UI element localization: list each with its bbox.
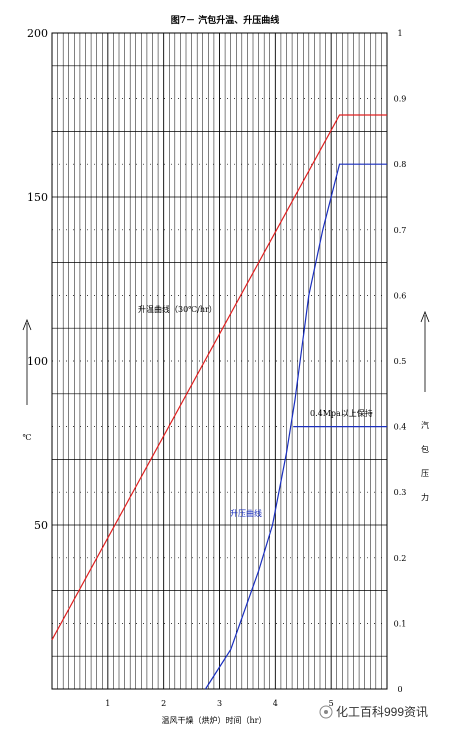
temp-curve-label: 升温曲线（30℃/hr） (138, 304, 217, 314)
x-tick-label: 4 (273, 699, 278, 708)
y-left-tick-label: 200 (27, 27, 48, 40)
watermark: 化工百科999资讯 (319, 705, 428, 719)
left-axis-unit: ℃ (23, 433, 32, 442)
wechat-icon-dot (324, 710, 328, 714)
y-right-tick-label: 0.6 (394, 291, 407, 300)
right-axis-title-char: 力 (421, 492, 429, 502)
series-line-2 (204, 163, 387, 690)
series-layer (51, 114, 387, 690)
y-right-tick-label: 0.3 (394, 488, 407, 497)
y-left-tick-label: 100 (27, 355, 48, 368)
series-line-1 (51, 114, 387, 641)
axes (51, 32, 388, 690)
chart-title: 图7－ 汽包升温、升压曲线 (171, 14, 279, 26)
pressure-curve-label: 升压曲线 (230, 508, 262, 518)
x-tick-label: 2 (161, 699, 166, 708)
right-axis-title-char: 汽 (421, 420, 429, 430)
left-axis-label: ℃ (22, 318, 32, 442)
x-tick-label: 1 (105, 699, 110, 708)
y-right-tick-label: 0.8 (394, 160, 407, 169)
right-axis-title: 汽包压力 (421, 420, 429, 502)
x-tick-label: 3 (217, 699, 222, 708)
wechat-icon (319, 705, 333, 719)
right-axis-arrowhead (420, 310, 430, 323)
y-right-tick-label: 0.9 (394, 95, 407, 104)
left-axis-arrowhead (22, 318, 32, 331)
right-axis-title-char: 压 (421, 469, 429, 478)
x-tick-label: 5 (329, 699, 334, 708)
grid (52, 33, 387, 689)
y-right-tick-label: 0.7 (394, 226, 407, 235)
hold-note-label: 0.4Mpa以上保持 (310, 408, 373, 418)
tick-labels: 1 2 3 4 5 200 150 100 50 1 0.9 0.8 0.7 0.6 0.5 0.4 0.3 0.… (27, 27, 406, 708)
right-axis-label: 汽包压力 (420, 310, 430, 502)
y-left-tick-label: 150 (27, 191, 48, 204)
right-axis-title-char: 包 (421, 444, 429, 454)
y-right-tick-label: 0.5 (394, 357, 407, 366)
y-right-tick-label: 0.1 (394, 619, 407, 628)
y-right-tick-label: 0.2 (394, 554, 407, 563)
y-right-tick-label: 0 (397, 685, 402, 694)
y-left-tick-label: 50 (34, 519, 48, 532)
y-right-tick-label: 1 (397, 29, 402, 38)
watermark-text: 化工百科999资讯 (336, 705, 428, 719)
x-axis-title: 温风干燥（烘炉）时间（hr） (162, 715, 267, 725)
y-right-tick-label: 0.4 (394, 423, 407, 432)
plot-frame (51, 32, 388, 690)
